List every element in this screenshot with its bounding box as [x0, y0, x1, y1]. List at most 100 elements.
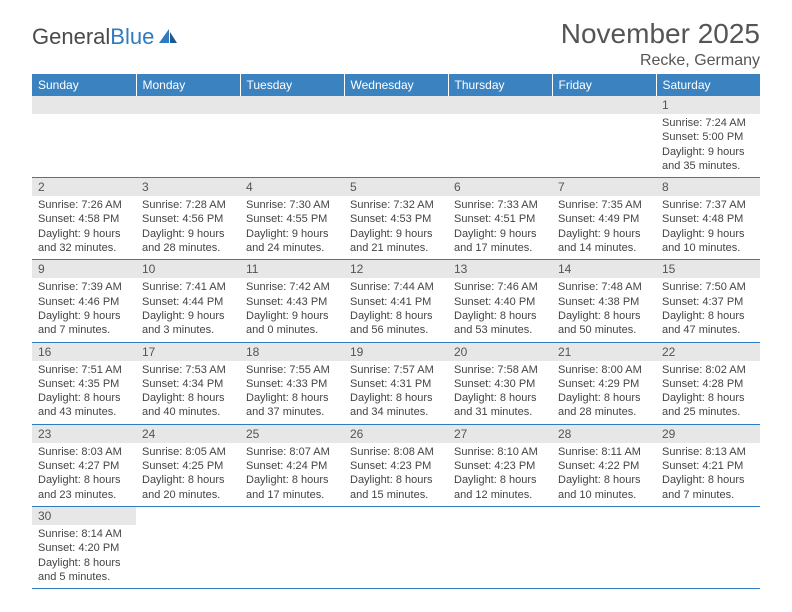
calendar-day-cell: 11Sunrise: 7:42 AMSunset: 4:43 PMDayligh…: [240, 260, 344, 342]
day-content: Sunrise: 7:58 AMSunset: 4:30 PMDaylight:…: [448, 361, 552, 424]
day-number: [552, 507, 656, 525]
day-line: Daylight: 8 hours: [454, 391, 546, 405]
day-line: Sunrise: 7:51 AM: [38, 363, 130, 377]
day-line: Sunrise: 8:08 AM: [350, 445, 442, 459]
weekday-header: Saturday: [656, 74, 760, 96]
day-content: Sunrise: 7:41 AMSunset: 4:44 PMDaylight:…: [136, 278, 240, 341]
day-number: [240, 96, 344, 114]
day-number: 11: [240, 260, 344, 278]
day-content: Sunrise: 8:10 AMSunset: 4:23 PMDaylight:…: [448, 443, 552, 506]
day-line: and 10 minutes.: [558, 488, 650, 502]
day-line: Sunset: 4:40 PM: [454, 295, 546, 309]
day-line: Sunrise: 8:05 AM: [142, 445, 234, 459]
day-line: Daylight: 9 hours: [662, 145, 754, 159]
day-content: Sunrise: 7:39 AMSunset: 4:46 PMDaylight:…: [32, 278, 136, 341]
day-content: [344, 114, 448, 120]
day-line: Sunrise: 8:03 AM: [38, 445, 130, 459]
day-content: Sunrise: 7:51 AMSunset: 4:35 PMDaylight:…: [32, 361, 136, 424]
day-content: Sunrise: 7:32 AMSunset: 4:53 PMDaylight:…: [344, 196, 448, 259]
day-line: Sunrise: 7:28 AM: [142, 198, 234, 212]
day-line: and 23 minutes.: [38, 488, 130, 502]
day-line: Sunset: 4:25 PM: [142, 459, 234, 473]
day-line: Sunrise: 8:14 AM: [38, 527, 130, 541]
day-content: Sunrise: 7:44 AMSunset: 4:41 PMDaylight:…: [344, 278, 448, 341]
day-number: 27: [448, 425, 552, 443]
weekday-header: Sunday: [32, 74, 136, 96]
day-line: Sunrise: 7:57 AM: [350, 363, 442, 377]
day-number: 10: [136, 260, 240, 278]
day-line: Daylight: 8 hours: [38, 473, 130, 487]
month-title: November 2025: [561, 18, 760, 50]
day-content: Sunrise: 7:53 AMSunset: 4:34 PMDaylight:…: [136, 361, 240, 424]
day-number: 19: [344, 343, 448, 361]
day-number: [344, 507, 448, 525]
calendar-day-cell: 3Sunrise: 7:28 AMSunset: 4:56 PMDaylight…: [136, 178, 240, 260]
day-number: 26: [344, 425, 448, 443]
day-line: Sunrise: 7:46 AM: [454, 280, 546, 294]
day-content: [656, 525, 760, 531]
day-line: Sunrise: 7:26 AM: [38, 198, 130, 212]
day-number: [344, 96, 448, 114]
day-line: Sunset: 4:29 PM: [558, 377, 650, 391]
day-content: Sunrise: 8:11 AMSunset: 4:22 PMDaylight:…: [552, 443, 656, 506]
calendar-day-cell: 18Sunrise: 7:55 AMSunset: 4:33 PMDayligh…: [240, 342, 344, 424]
day-line: Sunrise: 8:10 AM: [454, 445, 546, 459]
day-line: Sunset: 4:58 PM: [38, 212, 130, 226]
weekday-header: Friday: [552, 74, 656, 96]
day-number: [240, 507, 344, 525]
day-content: Sunrise: 8:00 AMSunset: 4:29 PMDaylight:…: [552, 361, 656, 424]
day-number: 20: [448, 343, 552, 361]
day-line: Sunset: 4:20 PM: [38, 541, 130, 555]
day-line: and 40 minutes.: [142, 405, 234, 419]
day-number: 3: [136, 178, 240, 196]
day-line: Sunrise: 8:13 AM: [662, 445, 754, 459]
day-line: and 56 minutes.: [350, 323, 442, 337]
day-line: Sunrise: 7:41 AM: [142, 280, 234, 294]
brand-part2: Blue: [110, 24, 154, 50]
calendar-day-cell: [552, 506, 656, 588]
day-line: and 0 minutes.: [246, 323, 338, 337]
day-line: Sunset: 4:30 PM: [454, 377, 546, 391]
calendar-page: GeneralBlue November 2025 Recke, Germany…: [0, 0, 792, 589]
brand-part1: General: [32, 24, 110, 50]
day-number: 1: [656, 96, 760, 114]
calendar-day-cell: 4Sunrise: 7:30 AMSunset: 4:55 PMDaylight…: [240, 178, 344, 260]
day-line: Sunrise: 8:11 AM: [558, 445, 650, 459]
calendar-week-row: 16Sunrise: 7:51 AMSunset: 4:35 PMDayligh…: [32, 342, 760, 424]
day-line: Sunset: 4:56 PM: [142, 212, 234, 226]
day-number: 13: [448, 260, 552, 278]
brand-logo: GeneralBlue: [32, 18, 179, 50]
day-number: [656, 507, 760, 525]
day-line: Sunrise: 7:53 AM: [142, 363, 234, 377]
day-line: Daylight: 8 hours: [38, 391, 130, 405]
day-line: Sunrise: 8:00 AM: [558, 363, 650, 377]
day-number: 6: [448, 178, 552, 196]
day-content: Sunrise: 7:35 AMSunset: 4:49 PMDaylight:…: [552, 196, 656, 259]
day-line: Sunset: 4:23 PM: [454, 459, 546, 473]
day-number: 7: [552, 178, 656, 196]
day-content: Sunrise: 8:03 AMSunset: 4:27 PMDaylight:…: [32, 443, 136, 506]
calendar-day-cell: 27Sunrise: 8:10 AMSunset: 4:23 PMDayligh…: [448, 424, 552, 506]
day-line: Sunrise: 7:44 AM: [350, 280, 442, 294]
calendar-day-cell: [552, 96, 656, 178]
weekday-header: Wednesday: [344, 74, 448, 96]
day-number: 24: [136, 425, 240, 443]
day-line: Sunset: 4:23 PM: [350, 459, 442, 473]
day-line: and 53 minutes.: [454, 323, 546, 337]
day-content: Sunrise: 8:02 AMSunset: 4:28 PMDaylight:…: [656, 361, 760, 424]
sail-icon: [157, 27, 179, 45]
calendar-day-cell: 29Sunrise: 8:13 AMSunset: 4:21 PMDayligh…: [656, 424, 760, 506]
day-number: 9: [32, 260, 136, 278]
day-line: and 43 minutes.: [38, 405, 130, 419]
day-line: Sunset: 4:53 PM: [350, 212, 442, 226]
calendar-day-cell: 17Sunrise: 7:53 AMSunset: 4:34 PMDayligh…: [136, 342, 240, 424]
title-block: November 2025 Recke, Germany: [561, 18, 760, 70]
day-line: Daylight: 8 hours: [454, 309, 546, 323]
day-number: 23: [32, 425, 136, 443]
calendar-day-cell: 21Sunrise: 8:00 AMSunset: 4:29 PMDayligh…: [552, 342, 656, 424]
day-content: Sunrise: 7:28 AMSunset: 4:56 PMDaylight:…: [136, 196, 240, 259]
day-line: Sunset: 4:37 PM: [662, 295, 754, 309]
day-line: Daylight: 9 hours: [246, 227, 338, 241]
calendar-day-cell: [344, 506, 448, 588]
day-line: Daylight: 8 hours: [454, 473, 546, 487]
